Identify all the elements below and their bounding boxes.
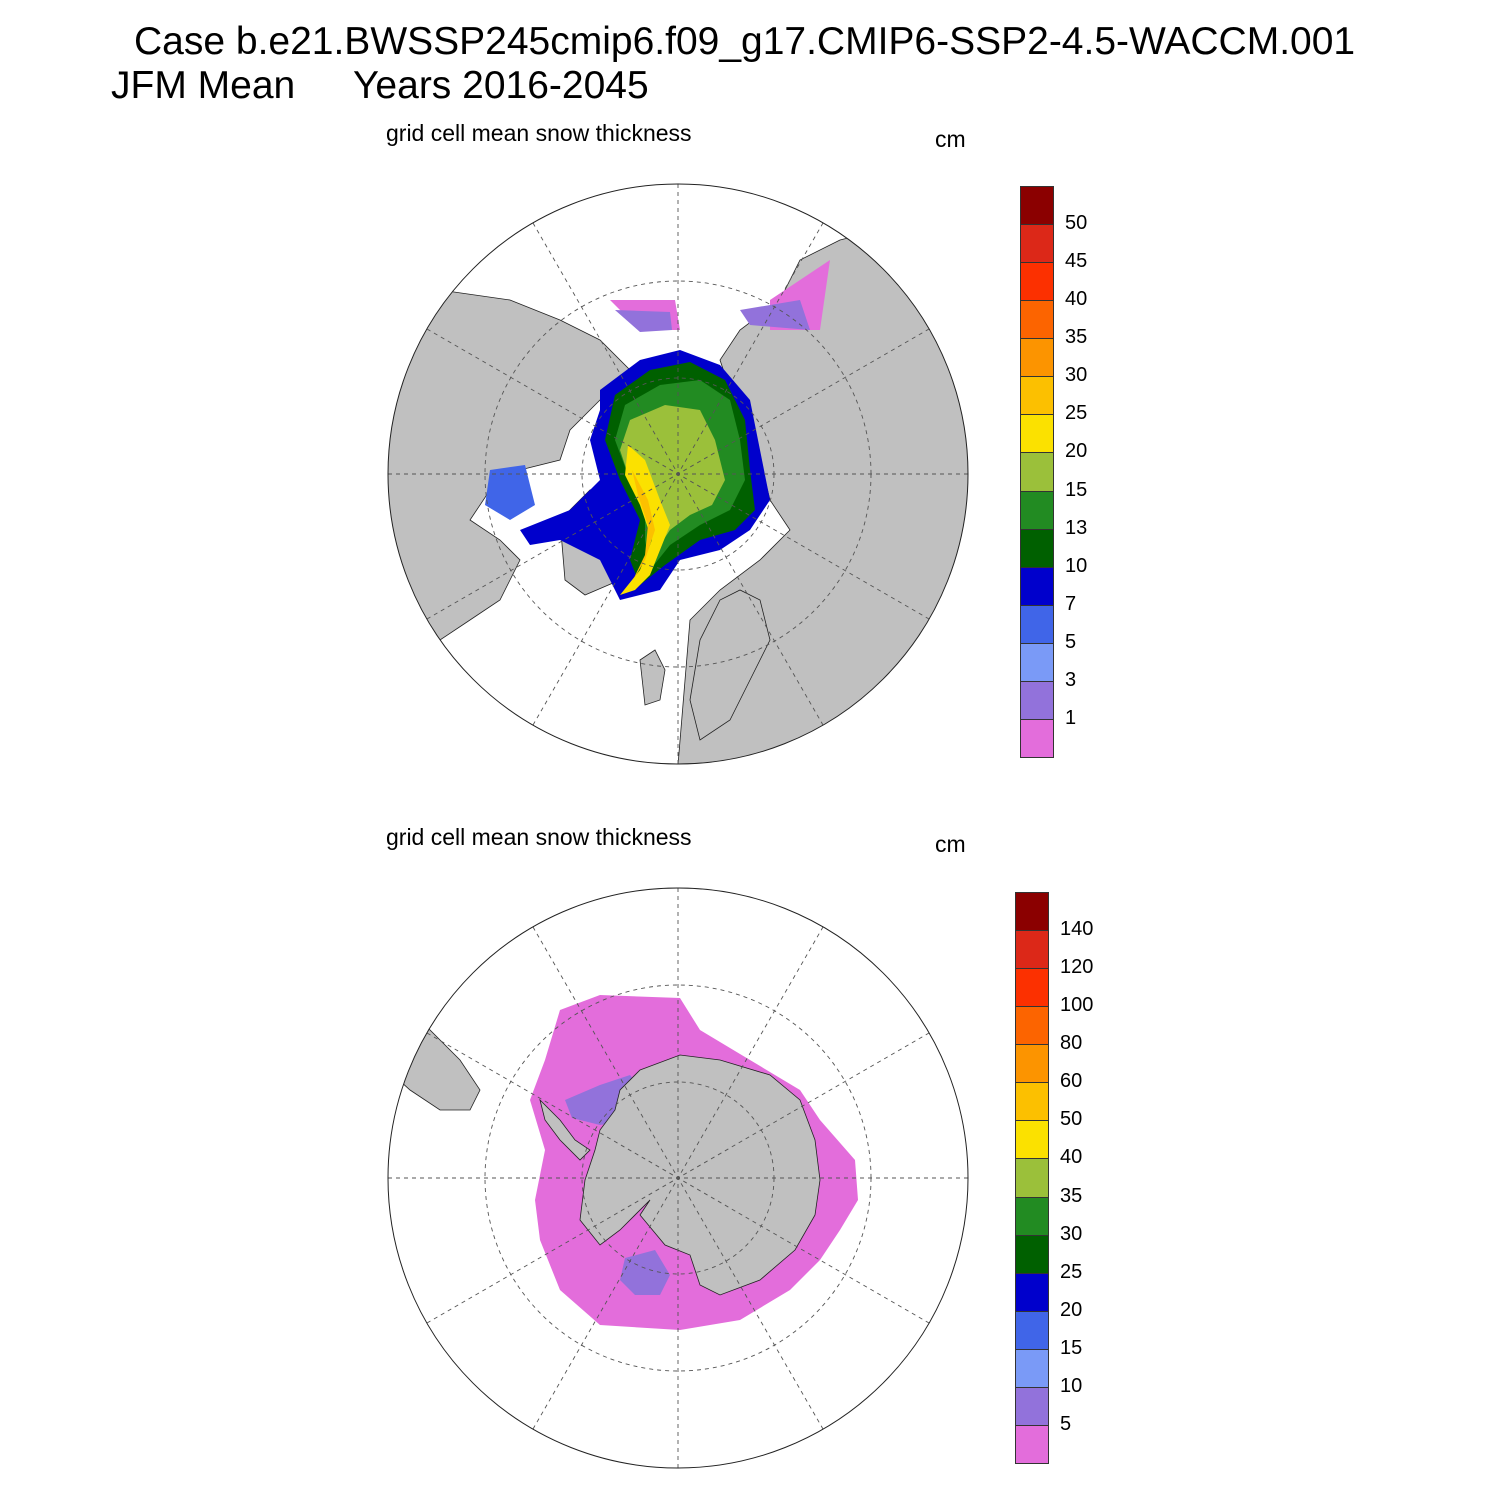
colorbar-tick-label: 20 <box>1065 440 1088 463</box>
colorbar-swatch <box>1015 1044 1049 1084</box>
south-land-antarctica <box>579 1054 821 1296</box>
colorbar-tick-label: 120 <box>1060 956 1094 979</box>
south-land-peninsula <box>539 1098 591 1161</box>
colorbar-swatch <box>1020 224 1054 264</box>
north-snow-band-10 <box>620 445 670 595</box>
north-land-uk <box>639 649 666 706</box>
colorbar-tick-label: 5 <box>1065 630 1077 653</box>
figure-title-case: Case b.e21.BWSSP245cmip6.f09_g17.CMIP6-S… <box>134 20 1356 63</box>
colorbar-swatch <box>1020 642 1054 682</box>
colorbar-swatch <box>1015 1120 1049 1160</box>
colorbar-swatch <box>1015 1272 1049 1312</box>
colorbar-swatch <box>1015 1386 1049 1426</box>
south-colorbar <box>1015 892 1049 1464</box>
colorbar-tick-label: 25 <box>1060 1260 1083 1283</box>
colorbar-tick-label: 15 <box>1060 1336 1083 1359</box>
colorbar-swatch <box>1015 1348 1049 1388</box>
north-land-scandinavia <box>689 589 771 741</box>
colorbar-tick-label: 30 <box>1060 1222 1083 1245</box>
colorbar-tick-label: 7 <box>1065 592 1077 615</box>
colorbar-tick-label: 80 <box>1060 1032 1083 1055</box>
south-panel-title: grid cell mean snow thickness <box>386 824 692 850</box>
north-polar-map <box>387 183 969 765</box>
colorbar-swatch <box>1015 1158 1049 1198</box>
colorbar-tick-label: 35 <box>1060 1184 1083 1207</box>
colorbar-swatch <box>1015 1234 1049 1274</box>
colorbar-swatch <box>1015 968 1049 1008</box>
colorbar-swatch <box>1020 376 1054 416</box>
colorbar-tick-label: 45 <box>1065 250 1088 273</box>
colorbar-tick-label: 60 <box>1060 1070 1083 1093</box>
colorbar-swatch <box>1015 1196 1049 1236</box>
colorbar-swatch <box>1015 1006 1049 1046</box>
colorbar-tick-label: 20 <box>1060 1298 1083 1321</box>
north-snow-band-11 <box>632 470 655 582</box>
colorbar-swatch <box>1020 186 1054 226</box>
colorbar-tick-label: 140 <box>1060 918 1094 941</box>
north-colorbar <box>1020 186 1054 758</box>
colorbar-tick-label: 3 <box>1065 668 1077 691</box>
colorbar-tick-label: 40 <box>1060 1146 1083 1169</box>
colorbar-swatch <box>1020 718 1054 758</box>
south-graticule <box>388 888 968 1468</box>
colorbar-swatch <box>1020 262 1054 302</box>
south-polar-map <box>387 887 969 1469</box>
south-snow-ross <box>620 1250 670 1295</box>
colorbar-swatch <box>1020 528 1054 568</box>
north-snow-band-9 <box>620 405 725 548</box>
colorbar-tick-label: 10 <box>1060 1374 1083 1397</box>
colorbar-tick-label: 50 <box>1060 1108 1083 1131</box>
colorbar-swatch <box>1015 1082 1049 1122</box>
colorbar-swatch <box>1015 1310 1049 1350</box>
colorbar-swatch <box>1015 930 1049 970</box>
north-snow-band-4 <box>740 300 810 330</box>
colorbar-swatch <box>1020 490 1054 530</box>
figure-title-season: JFM Mean <box>111 64 296 107</box>
colorbar-swatch <box>1020 604 1054 644</box>
colorbar-tick-label: 50 <box>1065 212 1088 235</box>
south-units-label: cm <box>935 831 966 857</box>
colorbar-swatch <box>1020 414 1054 454</box>
colorbar-tick-label: 35 <box>1065 326 1088 349</box>
colorbar-tick-label: 30 <box>1065 364 1088 387</box>
colorbar-swatch <box>1015 1424 1049 1464</box>
colorbar-tick-label: 1 <box>1065 706 1077 729</box>
north-graticule <box>388 184 968 764</box>
colorbar-swatch <box>1020 300 1054 340</box>
colorbar-swatch <box>1015 892 1049 932</box>
colorbar-tick-label: 40 <box>1065 288 1088 311</box>
colorbar-tick-label: 5 <box>1060 1412 1072 1435</box>
colorbar-tick-label: 13 <box>1065 516 1088 539</box>
north-snow-band-2 <box>615 310 672 332</box>
colorbar-tick-label: 25 <box>1065 402 1088 425</box>
north-snow-band-5 <box>485 465 535 520</box>
colorbar-tick-label: 15 <box>1065 478 1088 501</box>
north-units-label: cm <box>935 126 966 152</box>
colorbar-tick-label: 10 <box>1065 554 1088 577</box>
colorbar-tick-label: 100 <box>1060 994 1094 1017</box>
figure-title-years: Years 2016-2045 <box>353 64 649 107</box>
colorbar-swatch <box>1020 452 1054 492</box>
colorbar-swatch <box>1020 566 1054 606</box>
colorbar-swatch <box>1020 680 1054 720</box>
colorbar-swatch <box>1020 338 1054 378</box>
north-panel-title: grid cell mean snow thickness <box>386 120 692 146</box>
